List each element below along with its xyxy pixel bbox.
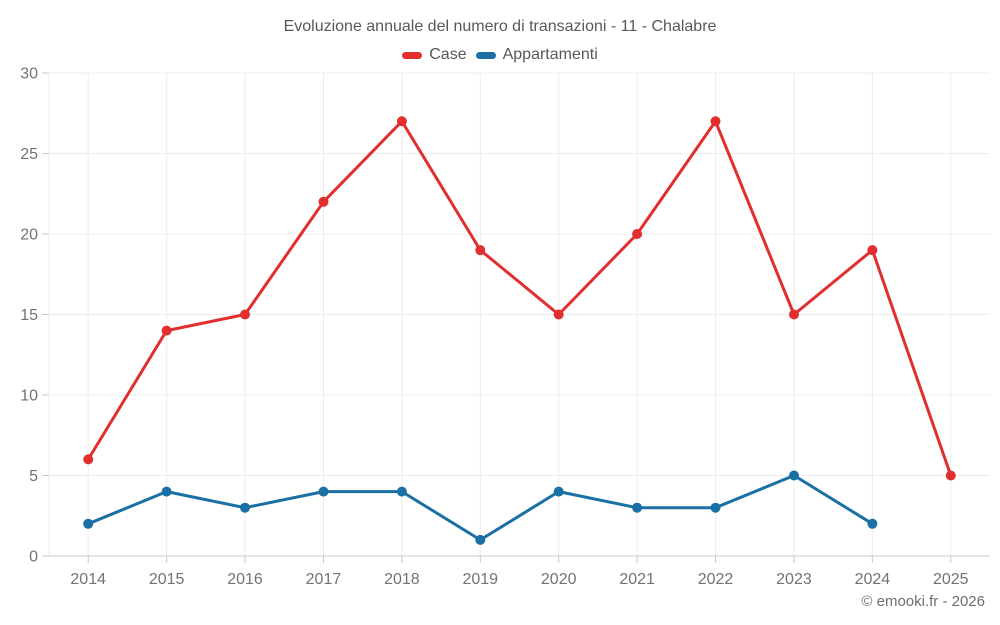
y-axis-label: 20 — [20, 227, 38, 244]
chart-legend: Case Appartamenti — [0, 46, 1000, 64]
legend-swatch-case — [402, 51, 423, 59]
data-point-case[interactable] — [161, 325, 172, 336]
data-point-appartamenti[interactable] — [553, 486, 564, 497]
data-point-case[interactable] — [867, 245, 878, 256]
legend-label-appartamenti: Appartamenti — [502, 46, 598, 63]
x-axis-label: 2018 — [384, 571, 420, 588]
y-axis-label: 10 — [20, 388, 38, 405]
y-axis-label: 0 — [29, 549, 38, 566]
data-point-case[interactable] — [396, 116, 407, 127]
y-axis-label: 25 — [20, 146, 38, 163]
x-axis-label: 2021 — [619, 571, 655, 588]
data-point-appartamenti[interactable] — [632, 502, 643, 513]
data-point-case[interactable] — [475, 245, 486, 256]
data-point-case[interactable] — [632, 229, 643, 239]
data-point-case[interactable] — [83, 454, 94, 465]
y-axis-label: 15 — [20, 307, 38, 324]
x-axis-label: 2019 — [462, 571, 498, 588]
data-point-appartamenti[interactable] — [240, 502, 250, 513]
x-axis-label: 2024 — [855, 571, 891, 588]
data-point-case[interactable] — [553, 309, 564, 320]
legend-item-case[interactable]: Case — [402, 46, 467, 64]
data-point-case[interactable] — [945, 470, 956, 481]
x-axis-label: 2020 — [541, 571, 577, 588]
data-point-appartamenti[interactable] — [318, 486, 329, 497]
x-axis-label: 2017 — [306, 571, 342, 588]
data-point-appartamenti[interactable] — [867, 518, 878, 529]
data-point-case[interactable] — [240, 309, 250, 320]
data-point-case[interactable] — [789, 309, 799, 320]
chart-title: Evoluzione annuale del numero di transaz… — [283, 18, 717, 35]
x-axis-label: 2016 — [227, 571, 263, 588]
data-point-appartamenti[interactable] — [789, 470, 799, 481]
data-point-case[interactable] — [710, 116, 721, 127]
x-axis-label: 2022 — [698, 571, 734, 588]
data-point-appartamenti[interactable] — [161, 486, 172, 497]
data-point-appartamenti[interactable] — [396, 486, 407, 497]
legend-label-case: Case — [429, 46, 467, 63]
data-point-case[interactable] — [318, 196, 329, 207]
x-axis-label: 2025 — [933, 571, 969, 588]
y-axis-label: 5 — [29, 468, 38, 485]
data-point-appartamenti[interactable] — [475, 534, 486, 545]
x-axis-label: 2015 — [149, 571, 185, 588]
data-point-appartamenti[interactable] — [710, 502, 721, 513]
x-axis-label: 2014 — [70, 571, 106, 588]
data-point-appartamenti[interactable] — [83, 518, 94, 529]
x-axis-label: 2023 — [776, 571, 812, 588]
legend-item-appartamenti[interactable]: Appartamenti — [475, 46, 598, 64]
y-axis-label: 30 — [20, 66, 38, 83]
series-line-case — [86, 119, 953, 477]
copyright-credit: © emooki.fr - 2026 — [861, 593, 985, 610]
legend-swatch-appartamenti — [475, 51, 496, 59]
